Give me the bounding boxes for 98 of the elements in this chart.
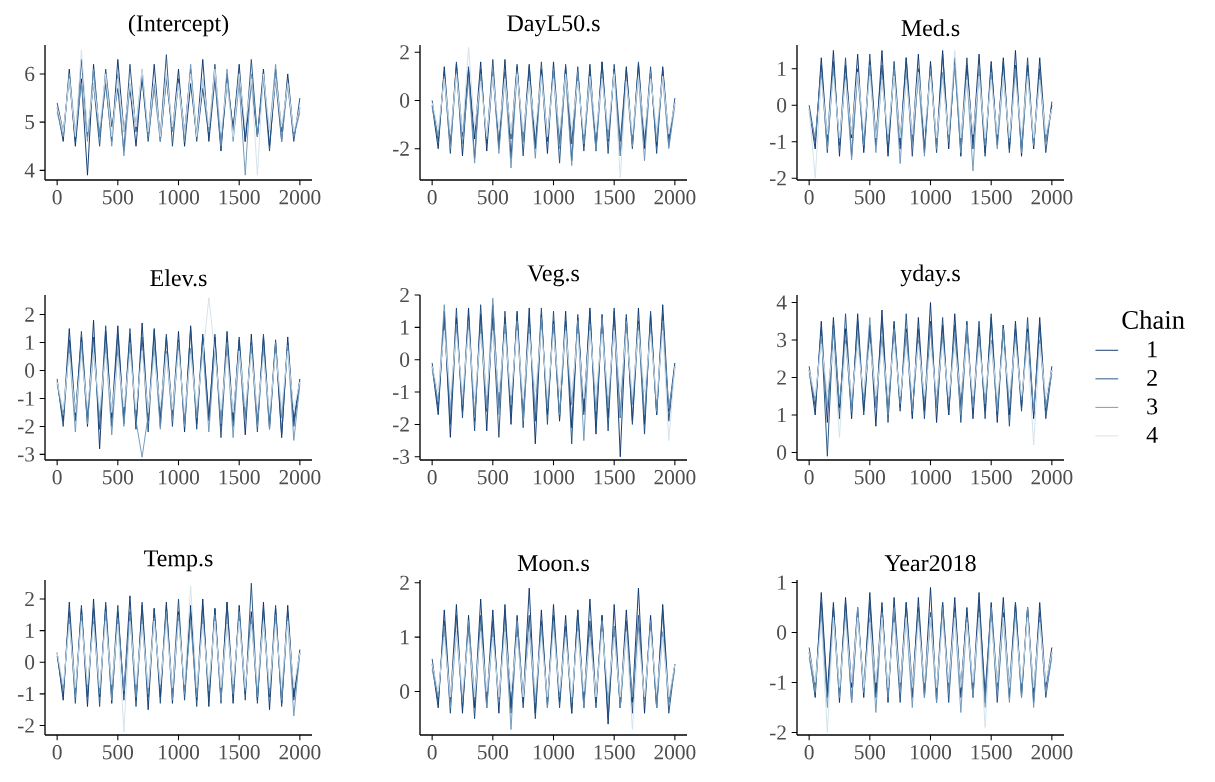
y-tick-label: 1: [26, 623, 34, 638]
x-tick-label: 1000: [159, 190, 200, 205]
y-tick-label: 0: [400, 93, 410, 108]
x-tick-label: 2000: [1031, 470, 1073, 485]
y-tick-label: 1: [401, 630, 409, 645]
x-tick-label: 500: [103, 745, 134, 760]
y-tick-label: 2: [400, 45, 409, 60]
x-tick-label: 0: [52, 190, 62, 205]
x-tick-label: 1500: [971, 190, 1012, 205]
chart-title: (Intercept): [128, 14, 229, 37]
x-tick-label: 500: [855, 745, 885, 760]
y-tick-label: -2: [17, 718, 34, 733]
y-tick-label: -1: [769, 134, 786, 149]
x-tick-label: 0: [52, 745, 62, 760]
x-tick-label: 1500: [219, 470, 260, 485]
legend-label: 3: [1147, 398, 1158, 415]
y-tick-label: 0: [777, 625, 787, 640]
y-tick-label: 0: [25, 655, 35, 670]
x-tick-label: 500: [478, 745, 508, 760]
y-tick-label: 2: [777, 370, 786, 385]
x-tick-label: 1500: [219, 745, 260, 760]
x-tick-label: 2000: [279, 745, 321, 760]
x-tick-label: 500: [478, 190, 508, 205]
x-tick-label: 1000: [911, 190, 952, 205]
x-tick-label: 2000: [1031, 190, 1073, 205]
chart-title: Elev.s: [150, 269, 207, 287]
x-tick-label: 0: [427, 745, 437, 760]
y-tick-label: 0: [25, 363, 35, 378]
chart-title: Veg.s: [527, 265, 579, 287]
x-tick-label: 500: [478, 470, 508, 485]
x-tick-label: 1500: [594, 745, 635, 760]
y-tick-label: 4: [24, 163, 35, 178]
x-tick-label: 1000: [534, 190, 575, 205]
y-tick-label: -3: [17, 447, 35, 462]
legend-label: 4: [1146, 426, 1158, 443]
legend-label: 2: [1147, 369, 1157, 386]
chart-title: yday.s: [900, 264, 960, 287]
x-tick-label: 0: [427, 190, 437, 205]
y-tick-label: -2: [392, 141, 409, 156]
y-tick-label: 2: [400, 287, 409, 303]
x-tick-label: 1000: [911, 470, 952, 485]
x-tick-label: 1500: [219, 190, 260, 205]
x-tick-label: 1000: [534, 745, 575, 760]
y-tick-label: -1: [17, 391, 34, 406]
x-tick-label: 0: [804, 190, 814, 205]
x-tick-label: 1000: [911, 745, 952, 760]
x-tick-label: 1500: [971, 470, 1012, 485]
x-tick-label: 1000: [534, 470, 575, 485]
y-tick-label: 0: [777, 98, 787, 113]
x-tick-label: 2000: [279, 190, 321, 205]
legend-label: 1: [1148, 341, 1157, 358]
y-tick-label: -1: [17, 686, 34, 701]
y-tick-label: -2: [17, 419, 34, 434]
legend-title: Chain: [1122, 310, 1185, 329]
y-tick-label: 2: [25, 307, 34, 322]
x-tick-label: 500: [103, 470, 134, 485]
y-tick-label: -1: [769, 675, 786, 690]
chart-title: Med.s: [901, 19, 960, 37]
x-tick-label: 1000: [159, 745, 200, 760]
y-tick-label: 6: [25, 66, 35, 82]
chart-title: Moon.s: [517, 555, 589, 572]
y-tick-label: 1: [26, 335, 34, 350]
x-tick-label: 0: [804, 470, 814, 485]
x-tick-label: 2000: [654, 745, 696, 760]
y-tick-label: 2: [25, 591, 34, 607]
y-tick-label: 0: [400, 352, 410, 367]
y-tick-label: -3: [392, 449, 410, 464]
y-tick-label: 0: [400, 684, 410, 699]
chart-title: Year2018: [884, 555, 976, 572]
x-tick-label: 0: [427, 470, 437, 485]
x-tick-label: 0: [804, 745, 814, 760]
x-tick-label: 500: [855, 190, 885, 205]
y-tick-label: 1: [778, 61, 786, 76]
y-tick-label: 1: [778, 575, 786, 590]
x-tick-label: 500: [855, 470, 885, 485]
x-tick-label: 1000: [159, 470, 200, 485]
x-tick-label: 500: [103, 190, 134, 205]
y-tick-label: 2: [400, 575, 409, 590]
y-tick-label: 0: [777, 445, 787, 460]
x-tick-label: 1500: [594, 190, 635, 205]
x-tick-label: 2000: [654, 470, 696, 485]
chart-title: Temp.s: [144, 550, 213, 572]
y-tick-label: -1: [392, 385, 409, 400]
y-tick-label: -2: [392, 417, 409, 432]
x-tick-label: 1500: [594, 470, 635, 485]
y-tick-label: 5: [25, 115, 35, 130]
x-tick-label: 0: [52, 470, 62, 485]
x-tick-label: 2000: [1031, 745, 1073, 760]
y-tick-label: 3: [777, 332, 787, 348]
y-tick-label: -2: [769, 725, 786, 740]
x-tick-label: 2000: [654, 190, 696, 205]
y-tick-label: 4: [776, 295, 787, 310]
x-tick-label: 1500: [971, 745, 1012, 760]
y-tick-label: 1: [401, 320, 409, 335]
x-tick-label: 2000: [279, 470, 321, 485]
y-tick-label: -2: [769, 171, 786, 186]
y-tick-label: 1: [778, 407, 786, 423]
chart-title: DayL50.s: [507, 15, 600, 37]
